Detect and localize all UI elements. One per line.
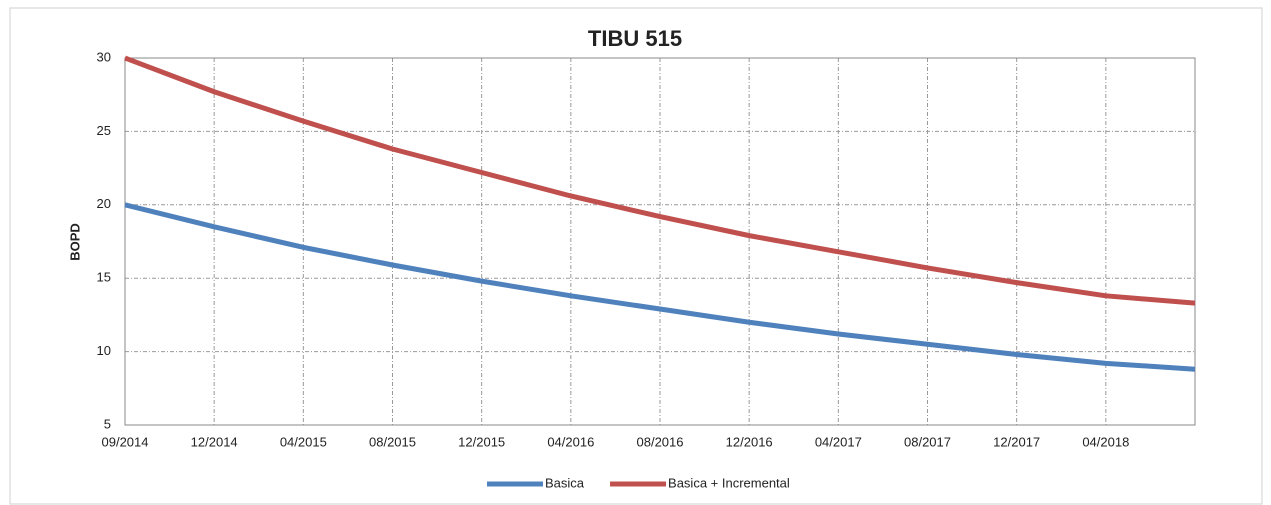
chart-frame	[9, 7, 1263, 505]
x-tick-label: 08/2015	[369, 434, 416, 449]
y-tick-label: 15	[97, 270, 111, 285]
x-tick-label: 04/2017	[815, 434, 862, 449]
y-tick-label: 5	[104, 416, 111, 431]
x-tick-label: 12/2015	[458, 434, 505, 449]
y-axis-label: BOPD	[67, 223, 82, 261]
legend-label: Basica	[545, 475, 585, 490]
x-tick-label: 09/2014	[102, 434, 149, 449]
plot-border	[124, 57, 1196, 426]
x-tick-label: 08/2017	[904, 434, 951, 449]
x-tick-label: 04/2018	[1082, 434, 1129, 449]
x-tick-label: 12/2014	[191, 434, 238, 449]
series-line	[124, 55, 1196, 306]
chart-title: TIBU 515	[588, 26, 682, 51]
y-tick-label: 20	[97, 196, 111, 211]
legend-label: Basica + Incremental	[668, 475, 790, 490]
y-tick-label: 25	[97, 123, 111, 138]
x-tick-label: 12/2016	[726, 434, 773, 449]
series-line	[124, 202, 1196, 372]
y-tick-label: 10	[97, 343, 111, 358]
x-tick-label: 12/2017	[993, 434, 1040, 449]
x-tick-label: 04/2016	[547, 434, 594, 449]
x-tick-label: 04/2015	[280, 434, 327, 449]
y-tick-label: 30	[97, 49, 111, 64]
x-tick-label: 08/2016	[637, 434, 684, 449]
